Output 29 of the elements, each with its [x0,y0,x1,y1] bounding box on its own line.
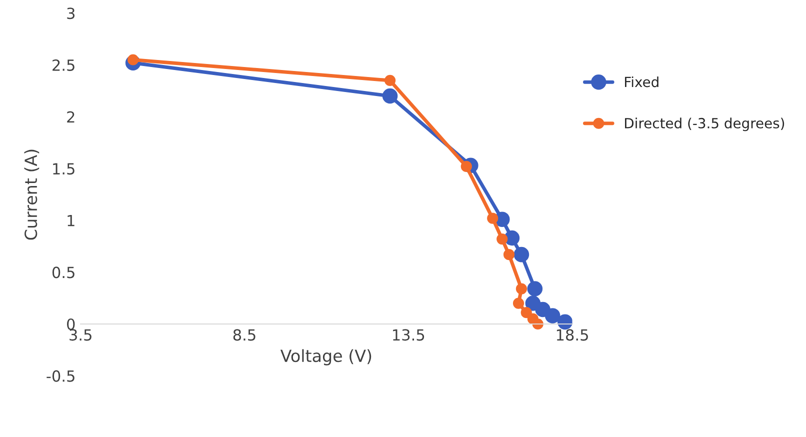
y-tick-label: 2.5 [52,59,74,71]
y-tick-label: 0.5 [52,266,74,278]
point [520,307,532,318]
y-tick-label: 3 [67,8,75,20]
x-tick-label: 3.5 [70,329,92,341]
x-tick-label: 8.5 [233,329,256,341]
point [504,230,520,246]
legend-label: Directed (-3.5 degrees) [625,118,784,132]
y-tick-label: 1 [68,215,74,226]
point [557,314,572,330]
point [487,212,498,224]
y-tick-label: 0 [67,318,75,330]
point [544,308,560,324]
y-tick-label: 2 [67,111,74,123]
legend-label: Fixed [625,76,658,88]
y-axis-title: Current (A) [24,150,40,240]
point [527,281,543,296]
point [512,298,524,309]
x-tick-label: 18.5 [556,329,588,341]
point [382,88,398,104]
point [516,283,528,294]
x-axis-title: Voltage (V) [280,349,372,366]
point [514,246,530,262]
y-tick-label: 1.5 [53,163,74,175]
point [496,233,508,245]
point [503,249,515,260]
y-tick-label: -0.5 [46,370,74,382]
x-tick-label: 13.5 [393,329,424,341]
point [384,74,396,86]
